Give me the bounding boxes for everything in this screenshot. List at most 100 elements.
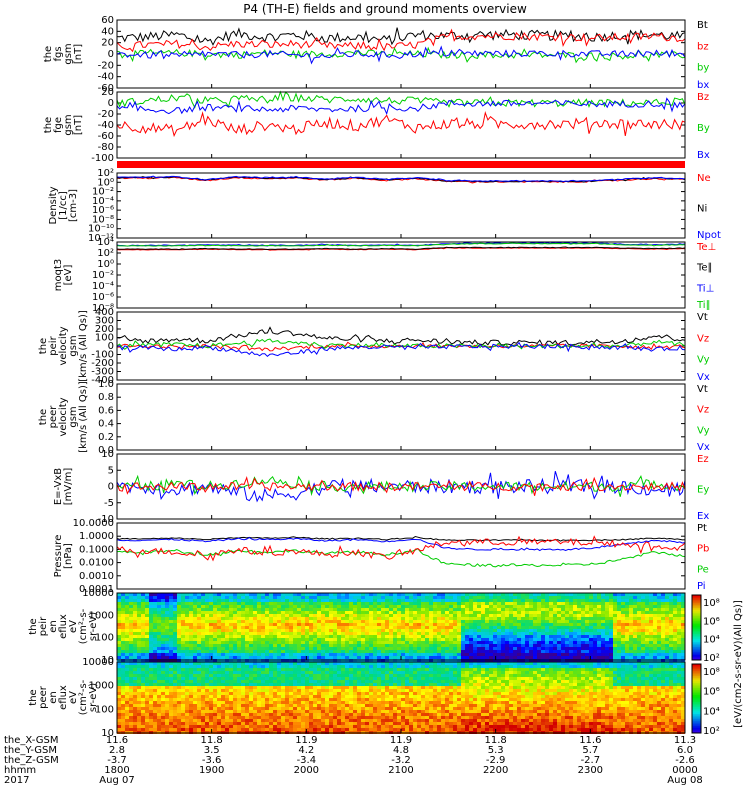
spectrogram-cell bbox=[117, 662, 121, 665]
spectrogram-cell bbox=[305, 626, 309, 629]
spectrogram-cell bbox=[141, 632, 145, 635]
spectrogram-cell bbox=[681, 626, 685, 629]
spectrogram-cell bbox=[349, 641, 353, 644]
y-tick-label: 10⁻² bbox=[92, 270, 114, 281]
spectrogram-cell bbox=[241, 605, 245, 608]
spectrogram-cell bbox=[209, 692, 213, 695]
spectrogram-cell bbox=[425, 653, 429, 656]
spectrogram-cell bbox=[201, 698, 205, 701]
spectrogram-cell bbox=[649, 632, 653, 635]
spectrogram-cell bbox=[297, 704, 301, 707]
spectrogram-cell bbox=[665, 614, 669, 617]
spectrogram-cell bbox=[277, 623, 281, 626]
spectrogram-cell bbox=[621, 614, 625, 617]
spectrogram-cell bbox=[217, 704, 221, 707]
spectrogram-cell bbox=[225, 650, 229, 653]
spectrogram-cell bbox=[289, 608, 293, 611]
spectrogram-cell bbox=[645, 653, 649, 656]
spectrogram-cell bbox=[425, 632, 429, 635]
spectrogram-cell bbox=[529, 608, 533, 611]
spectrogram-cell bbox=[321, 707, 325, 710]
spectrogram-cell bbox=[365, 641, 369, 644]
spectrogram-cell bbox=[173, 722, 177, 725]
spectrogram-cell bbox=[221, 704, 225, 707]
spectrogram-cell bbox=[289, 671, 293, 674]
spectrogram-cell bbox=[125, 617, 129, 620]
spectrogram-cell bbox=[157, 629, 161, 632]
spectrogram-cell bbox=[553, 602, 557, 605]
spectrogram-cell bbox=[289, 611, 293, 614]
spectrogram-cell bbox=[561, 656, 565, 659]
spectrogram-cell bbox=[121, 725, 125, 728]
spectrogram-cell bbox=[505, 602, 509, 605]
spectrogram-cell bbox=[181, 605, 185, 608]
spectrogram-cell bbox=[601, 611, 605, 614]
y-axis-label: velocity bbox=[58, 326, 69, 365]
spectrogram-cell bbox=[317, 602, 321, 605]
spectrogram-cell bbox=[321, 611, 325, 614]
spectrogram-cell bbox=[373, 632, 377, 635]
spectrogram-cell bbox=[201, 728, 205, 731]
spectrogram-cell bbox=[293, 662, 297, 665]
spectrogram-cell bbox=[237, 722, 241, 725]
spectrogram-cell bbox=[373, 644, 377, 647]
spectrogram-cell bbox=[537, 599, 541, 602]
spectrogram-cell bbox=[281, 704, 285, 707]
spectrogram-cell bbox=[325, 647, 329, 650]
spectrogram-cell bbox=[241, 722, 245, 725]
spectrogram-cell bbox=[177, 605, 181, 608]
spectrogram-cell bbox=[681, 638, 685, 641]
spectrogram-cell bbox=[609, 620, 613, 623]
spectrogram-cell bbox=[161, 632, 165, 635]
y-tick-label: 10⁰ bbox=[97, 259, 114, 270]
spectrogram-cell bbox=[169, 701, 173, 704]
spectrogram-cell bbox=[241, 611, 245, 614]
spectrogram-cell bbox=[569, 647, 573, 650]
spectrogram-cell bbox=[425, 656, 429, 659]
spectrogram-cell bbox=[253, 710, 257, 713]
spectrogram-cell bbox=[581, 617, 585, 620]
spectrogram-cell bbox=[261, 668, 265, 671]
spectrogram-cell bbox=[373, 596, 377, 599]
spectrogram-cell bbox=[645, 650, 649, 653]
spectrogram-cell bbox=[249, 680, 253, 683]
spectrogram-cell bbox=[301, 644, 305, 647]
spectrogram-cell bbox=[441, 605, 445, 608]
spectrogram-cell bbox=[253, 707, 257, 710]
spectrogram-cell bbox=[625, 638, 629, 641]
spectrogram-cell bbox=[329, 725, 333, 728]
spectrogram-cell bbox=[297, 626, 301, 629]
spectrogram-cell bbox=[153, 644, 157, 647]
spectrogram-cell bbox=[177, 602, 181, 605]
spectrogram-cell bbox=[145, 596, 149, 599]
spectrogram-cell bbox=[289, 617, 293, 620]
spectrogram-cell bbox=[169, 593, 173, 596]
spectrogram-cell bbox=[569, 602, 573, 605]
spectrogram-cell bbox=[321, 623, 325, 626]
spectrogram-cell bbox=[337, 650, 341, 653]
spectrogram-cell bbox=[273, 653, 277, 656]
spectrogram-cell bbox=[153, 683, 157, 686]
spectrogram-cell bbox=[129, 656, 133, 659]
spectrogram-cell bbox=[237, 695, 241, 698]
spectrogram-cell bbox=[497, 629, 501, 632]
spectrogram-cell bbox=[249, 593, 253, 596]
spectrogram-cell bbox=[277, 680, 281, 683]
spectrogram-cell bbox=[585, 617, 589, 620]
y-tick-label: -10 bbox=[98, 514, 114, 525]
spectrogram-cell bbox=[585, 608, 589, 611]
spectrogram-cell bbox=[409, 632, 413, 635]
spectrogram-cell bbox=[269, 608, 273, 611]
spectrogram-cell bbox=[509, 599, 513, 602]
spectrogram-cell bbox=[305, 710, 309, 713]
spectrogram-cell bbox=[493, 599, 497, 602]
spectrogram-cell bbox=[253, 599, 257, 602]
spectrogram-cell bbox=[125, 674, 129, 677]
spectrogram-cell bbox=[477, 641, 481, 644]
spectrogram-cell bbox=[513, 638, 517, 641]
spectrogram-cell bbox=[529, 596, 533, 599]
spectrogram-cell bbox=[197, 698, 201, 701]
spectrogram-cell bbox=[329, 656, 333, 659]
spectrogram-cell bbox=[317, 710, 321, 713]
spectrogram-cell bbox=[413, 656, 417, 659]
